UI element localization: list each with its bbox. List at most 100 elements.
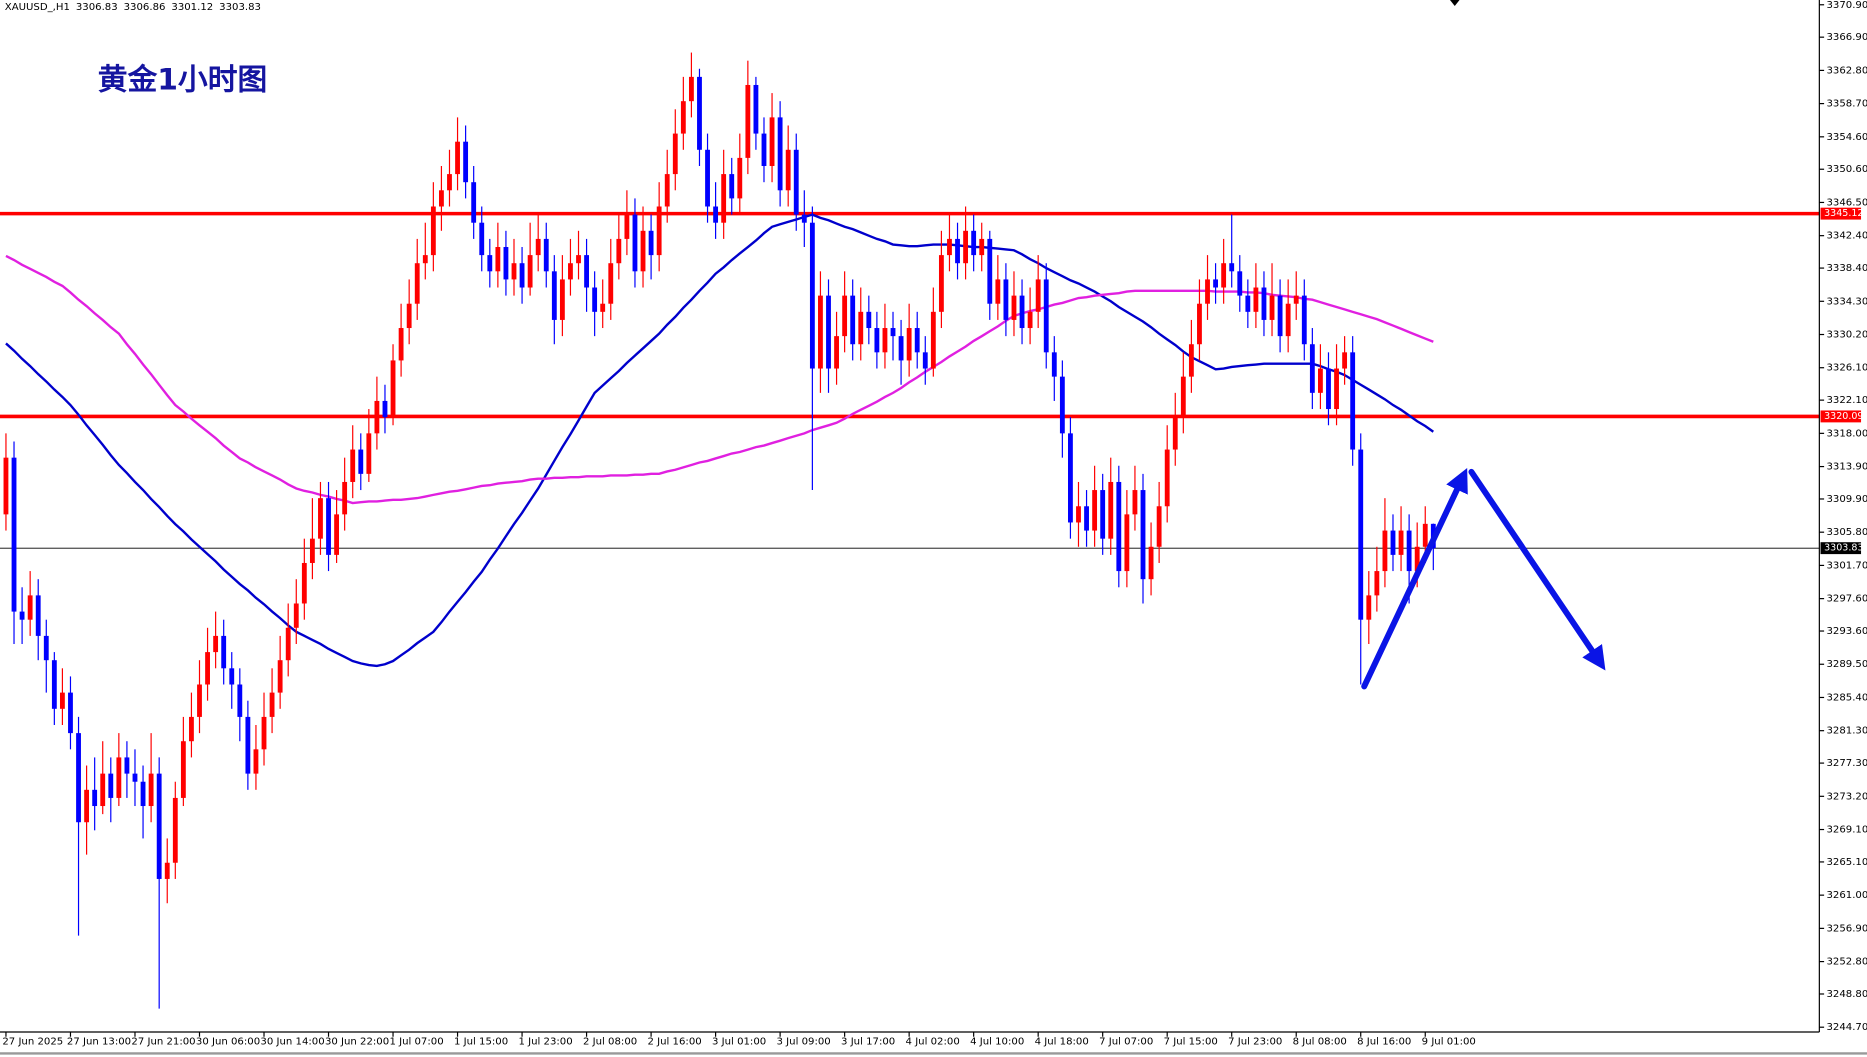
- y-tick-label: 3281.30: [1826, 726, 1867, 737]
- candle-body: [172, 797, 178, 863]
- x-tick-label: 1 Jul 15:00: [454, 1037, 508, 1048]
- candle-body: [1132, 490, 1138, 515]
- candle-body: [519, 263, 525, 288]
- x-tick-label: 27 Jun 13:00: [67, 1037, 131, 1048]
- candle-body: [801, 214, 807, 223]
- candle-body: [1172, 417, 1178, 450]
- candle-body: [76, 733, 81, 823]
- candle-body: [245, 716, 251, 774]
- x-tick-label: 3 Jul 01:00: [712, 1037, 766, 1048]
- chart-title: 黄金1小时图: [98, 63, 268, 98]
- x-tick-label: 7 Jul 23:00: [1228, 1037, 1282, 1048]
- candle-body: [850, 295, 856, 345]
- candle-body: [1374, 571, 1380, 596]
- candle-body: [1261, 287, 1267, 320]
- candle-body: [1334, 368, 1339, 410]
- candle-body: [753, 84, 759, 134]
- candle-body: [1237, 271, 1243, 296]
- candle-body: [164, 862, 170, 879]
- candle-body: [1076, 506, 1081, 523]
- candle-body: [1382, 530, 1388, 572]
- y-tick-label: 3322.10: [1826, 395, 1867, 406]
- candle-body: [987, 238, 993, 304]
- candle-body: [1084, 506, 1089, 531]
- y-tick-label: 3362.80: [1826, 65, 1867, 76]
- candle-body: [737, 157, 743, 199]
- candle-body: [729, 174, 735, 199]
- candle-body: [1124, 514, 1130, 572]
- x-tick-label: 2 Jul 16:00: [648, 1037, 702, 1048]
- y-tick-label: 3252.80: [1826, 957, 1867, 968]
- candle-body: [1358, 449, 1364, 620]
- candle-body: [777, 117, 783, 191]
- candle-body: [261, 716, 267, 750]
- candle-body: [1342, 352, 1348, 369]
- candle-body: [19, 611, 25, 620]
- candle-body: [35, 595, 41, 636]
- candle-body: [979, 238, 985, 256]
- candle-body: [205, 652, 210, 685]
- candle-body: [818, 295, 823, 369]
- candle-body: [559, 279, 565, 320]
- candle-body: [963, 230, 969, 264]
- candle-body: [43, 635, 49, 661]
- x-tick-label: 4 Jul 10:00: [970, 1037, 1024, 1048]
- candle-body: [1092, 490, 1098, 531]
- candle-body: [229, 668, 235, 685]
- candle-body: [584, 255, 589, 288]
- candle-body: [11, 457, 17, 612]
- candle-body: [527, 255, 533, 288]
- candle-body: [632, 214, 638, 272]
- y-tick-label: 3346.50: [1826, 197, 1867, 208]
- candle-body: [342, 481, 348, 515]
- y-tick-label: 3285.40: [1826, 692, 1867, 703]
- candle-body: [1116, 481, 1122, 572]
- level-label: 3345.12: [1824, 208, 1863, 219]
- candle-body: [624, 214, 630, 239]
- candle-body: [140, 781, 146, 807]
- candle-body: [858, 311, 864, 345]
- candle-body: [914, 328, 920, 353]
- candle-body: [463, 141, 469, 183]
- candle-body: [608, 263, 614, 304]
- candle-body: [543, 238, 549, 272]
- symbol-name: XAUUSD_,H1: [5, 2, 70, 13]
- y-tick-label: 3293.60: [1826, 626, 1867, 637]
- candle-body: [688, 76, 694, 102]
- x-tick-label: 4 Jul 18:00: [1035, 1037, 1089, 1048]
- y-tick-label: 3289.50: [1826, 659, 1867, 670]
- candle-body: [761, 133, 767, 166]
- candle-body: [1205, 279, 1210, 304]
- y-tick-label: 3269.10: [1826, 825, 1867, 836]
- candle-body: [1019, 295, 1025, 329]
- candle-body: [882, 328, 888, 353]
- candle-body: [535, 238, 541, 256]
- candle-body: [745, 84, 751, 158]
- candle-body: [793, 149, 799, 215]
- y-tick-label: 3305.80: [1826, 527, 1867, 538]
- candle-body: [640, 230, 646, 272]
- candle-body: [84, 789, 90, 823]
- candle-body: [422, 255, 428, 264]
- y-tick-label: 3273.20: [1826, 791, 1867, 802]
- candle-body: [253, 749, 259, 774]
- candle-body: [471, 182, 477, 223]
- candle-body: [390, 360, 396, 418]
- y-tick-label: 3301.70: [1826, 560, 1867, 571]
- candle-body: [1003, 279, 1009, 320]
- candle-body: [309, 538, 315, 563]
- candle-body: [672, 133, 678, 175]
- y-tick-label: 3350.60: [1826, 164, 1867, 175]
- symbol: XAUUSD_,H1 3306.83 3306.86 3301.12 3303.83: [5, 2, 261, 13]
- candle-body: [326, 498, 331, 555]
- candle-body: [1100, 490, 1106, 539]
- candle-body: [197, 684, 202, 717]
- x-tick-label: 4 Jul 02:00: [906, 1037, 960, 1048]
- y-tick-label: 3366.90: [1826, 32, 1867, 43]
- candle-body: [1011, 295, 1017, 320]
- x-tick-label: 30 Jun 22:00: [325, 1037, 389, 1048]
- y-tick-label: 3330.20: [1826, 330, 1867, 341]
- candle-body: [116, 757, 122, 798]
- candle-body: [318, 498, 323, 539]
- candle-body: [592, 287, 598, 312]
